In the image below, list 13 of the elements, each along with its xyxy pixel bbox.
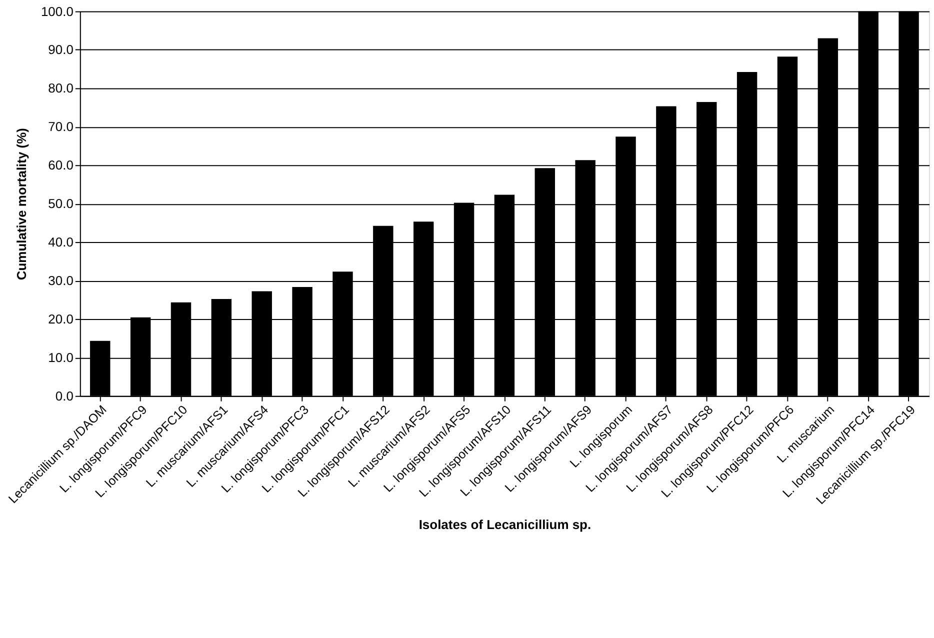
y-tick-label: 20.0 bbox=[48, 311, 74, 326]
y-tick-label: 10.0 bbox=[48, 350, 74, 365]
x-axis-title: Isolates of Lecanicillium sp. bbox=[418, 516, 592, 532]
y-tick-label: 30.0 bbox=[48, 272, 74, 288]
y-tick-label: 70.0 bbox=[48, 119, 74, 134]
y-tick-label: 40.0 bbox=[48, 234, 74, 250]
y-tick-label: 90.0 bbox=[48, 42, 74, 58]
y-tick-label: 60.0 bbox=[48, 158, 74, 173]
y-axis-title: Cumulative mortality (%) bbox=[14, 128, 29, 280]
y-tick-label: 50.0 bbox=[48, 196, 74, 212]
y-tick-label: 80.0 bbox=[48, 80, 74, 96]
y-tick-label: 100.0 bbox=[40, 4, 74, 19]
y-tick-label: 0.0 bbox=[55, 388, 74, 404]
